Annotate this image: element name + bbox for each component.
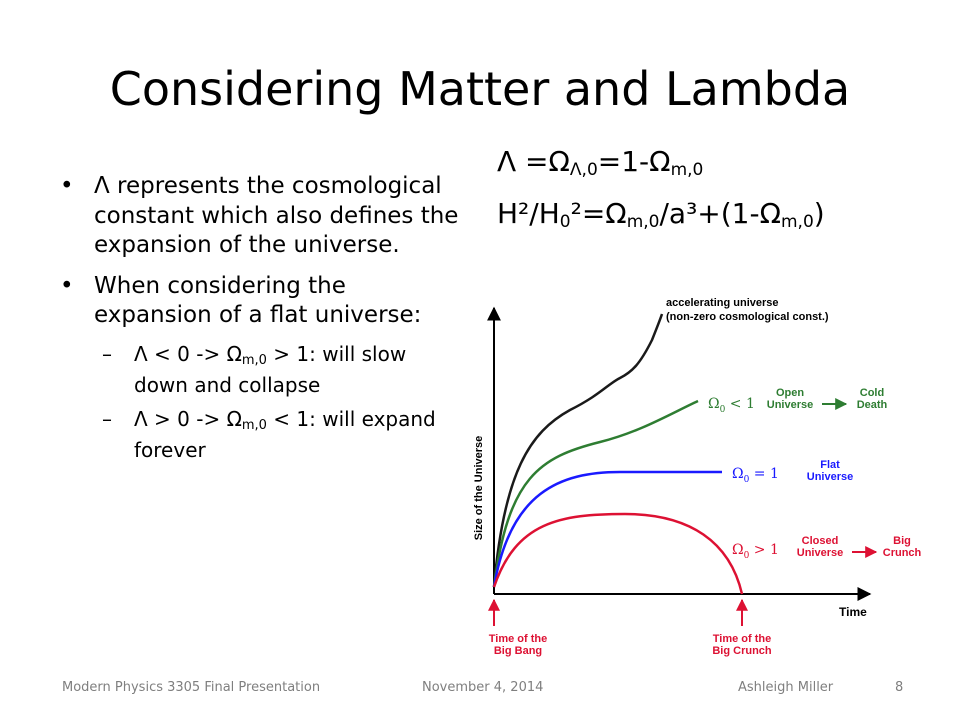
closed-universe-label: Closed Universe — [797, 535, 843, 559]
bullet-list: • Λ represents the cosmological constant… — [60, 172, 460, 472]
bullet-item: • Λ represents the cosmological constant… — [60, 172, 460, 261]
y-axis-label: Size of the Universe — [473, 436, 485, 541]
flat-universe-label: Flat Universe — [807, 459, 853, 483]
accelerating-curve — [492, 313, 664, 588]
bullet-item: • When considering the expansion of a fl… — [60, 272, 460, 331]
footer-author: Ashleigh Miller — [738, 680, 834, 695]
sub-bullet-item: – Λ > 0 -> Ωm,0 < 1: will expand forever — [60, 407, 460, 463]
closed-condition: Ω0 > 1 — [732, 542, 779, 561]
equation-hubble: H²/H0²=Ωm,0/a³+(1-Ωm,0) — [497, 197, 825, 232]
sub-bullet-marker: – — [102, 406, 112, 431]
sub-bullet-text: Λ > 0 -> Ωm,0 < 1: will expand forever — [134, 406, 436, 462]
footer-date: November 4, 2014 — [422, 680, 544, 695]
slide-title: Considering Matter and Lambda — [109, 62, 851, 116]
sub-bullet-item: – Λ < 0 -> Ωm,0 > 1: will slow down and … — [60, 342, 460, 398]
bullet-text: When considering the expansion of a flat… — [94, 272, 422, 329]
x-axis-label: Time — [839, 605, 867, 619]
big-crunch-time-label: Time of the Big Crunch — [712, 633, 772, 657]
accelerating-label: accelerating universe — [666, 297, 779, 309]
sub-bullet-text: Λ < 0 -> Ωm,0 > 1: will slow down and co… — [134, 341, 407, 397]
big-crunch-fate-label: Big Crunch — [883, 535, 922, 559]
closed-curve — [492, 512, 744, 595]
footer-course: Modern Physics 3305 Final Presentation — [62, 680, 321, 695]
universe-expansion-diagram: Size of the Universe Time accelerating u… — [473, 297, 922, 657]
open-condition: Ω0 < 1 — [708, 396, 755, 415]
sub-bullet-marker: – — [102, 341, 112, 366]
bullet-text: Λ represents the cosmological constant w… — [94, 173, 459, 258]
flat-condition: Ω0 = 1 — [732, 466, 779, 485]
bullet-marker: • — [60, 272, 74, 299]
open-universe-label: Open Universe — [767, 387, 813, 411]
accelerating-sublabel: (non-zero cosmological const.) — [666, 311, 829, 323]
bullet-marker: • — [60, 173, 74, 199]
open-curve — [492, 399, 699, 588]
flat-curve — [492, 470, 722, 588]
cold-death-label: Cold Death — [857, 387, 888, 411]
big-bang-label: Time of the Big Bang — [489, 633, 547, 657]
footer-page-number: 8 — [895, 680, 904, 695]
equation-lambda: Λ =ΩΛ,0=1-Ωm,0 — [497, 145, 704, 180]
